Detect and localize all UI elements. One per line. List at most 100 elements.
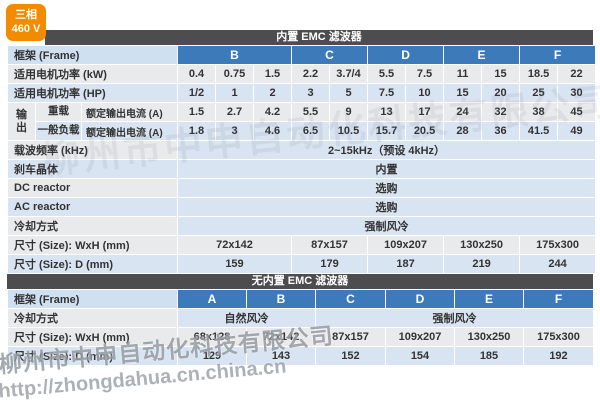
rated-current-label: 额定输出电流 (A) [81, 102, 178, 122]
frame-row-label: 框架 (Frame) [7, 289, 178, 309]
value-cell: 154 [385, 346, 455, 366]
row-label: 适用电机功率 (kW) [7, 64, 178, 84]
frame-cell: F [523, 289, 594, 309]
value-cell: 41.5 [519, 121, 559, 141]
value-cell: 30 [557, 83, 597, 103]
cooling-method-row: 冷却方式 自然风冷 强制风冷 [7, 308, 594, 328]
row-label: 尺寸 (Size): D (mm) [7, 346, 178, 366]
size-wxh-row: 尺寸 (Size): WxH (mm) 68x128 72x142 87x157… [7, 327, 594, 347]
value-cell: 87x157 [315, 327, 386, 347]
value-cell: 192 [523, 346, 594, 366]
frame-cell: D [385, 289, 455, 309]
value-cell: 18.5 [519, 64, 559, 84]
span-value-cell: 强制风冷 [176, 216, 597, 236]
value-cell: 1 [215, 83, 254, 103]
value-cell: 87x157 [290, 235, 369, 255]
value-cell: 15 [443, 83, 483, 103]
row-label: 冷却方式 [7, 308, 178, 328]
cooling-method-row: 冷却方式 强制风冷 [7, 216, 597, 236]
value-cell: 1.5 [253, 64, 292, 84]
span-value-cell: 内置 [176, 159, 597, 179]
value-cell: 2 [253, 83, 292, 103]
heavy-load-label: 重载 [35, 102, 82, 122]
natural-cooling-cell: 自然风冷 [177, 308, 316, 328]
frame-row-label: 框架 (Frame) [7, 45, 178, 65]
motor-power-kw-row: 适用电机功率 (kW) 0.4 0.75 1.5 2.2 3.7/4 5.5 7… [7, 64, 597, 84]
dc-reactor-row: DC reactor 选购 [7, 178, 597, 198]
value-cell: 72x142 [246, 327, 316, 347]
frame-cell: E [454, 289, 524, 309]
row-label: AC reactor [7, 197, 178, 217]
value-cell: 38 [519, 102, 559, 122]
value-cell: 6.5 [291, 121, 330, 141]
span-value-cell: 2~15kHz（预设 4kHz） [176, 140, 597, 160]
forced-cooling-cell: 强制风冷 [315, 308, 594, 328]
value-cell: 219 [443, 254, 521, 274]
rated-current-label: 额定输出电流 (A) [81, 121, 178, 141]
value-cell: 129 [177, 346, 247, 366]
output-group-label: 输出 [7, 102, 36, 141]
carrier-frequency-row: 载波频率 (kHz) 2~15kHz（预设 4kHz） [7, 140, 597, 160]
value-cell: 7.5 [367, 83, 407, 103]
badge-voltage-label: 460 V [11, 22, 41, 35]
value-cell: 9 [328, 102, 369, 122]
value-cell: 0.4 [177, 64, 216, 84]
value-cell: 1/2 [177, 83, 216, 103]
value-cell: 24 [443, 102, 483, 122]
value-cell: 13 [367, 102, 407, 122]
value-cell: 175x300 [523, 327, 594, 347]
value-cell: 49 [557, 121, 597, 141]
value-cell: 10 [405, 83, 445, 103]
brake-chopper-row: 刹车晶体 内置 [7, 159, 597, 179]
value-cell: 185 [454, 346, 524, 366]
value-cell: 25 [519, 83, 559, 103]
value-cell: 109x207 [367, 235, 445, 255]
ac-reactor-row: AC reactor 选购 [7, 197, 597, 217]
normal-load-current-row: 一般负载 额定输出电流 (A) 1.8 3 4.6 6.5 10.5 15.7 … [8, 121, 597, 141]
no-builtin-emc-section-title: 无内置 EMC 滤波器 [7, 274, 593, 289]
value-cell: 1.8 [177, 121, 216, 141]
value-cell: 175x300 [519, 235, 597, 255]
frame-cell: A [177, 289, 247, 309]
value-cell: 1.5 [177, 102, 216, 122]
frame-header-row: 框架 (Frame) A B C D E F [7, 289, 594, 309]
heavy-load-current-row: 输出 重载 额定输出电流 (A) 1.5 2.7 4.2 5.5 9 13 17… [7, 102, 597, 141]
value-cell: 244 [519, 254, 597, 274]
value-cell: 17 [405, 102, 445, 122]
value-cell: 0.75 [215, 64, 254, 84]
value-cell: 152 [315, 346, 386, 366]
row-label: 冷却方式 [7, 216, 178, 236]
value-cell: 5.5 [367, 64, 407, 84]
frame-cell: E [443, 45, 521, 65]
value-cell: 68x128 [177, 327, 247, 347]
span-value-cell: 选购 [176, 178, 597, 198]
value-cell: 3.7/4 [328, 64, 369, 84]
value-cell: 3 [215, 121, 254, 141]
value-cell: 4.6 [253, 121, 292, 141]
row-label: 刹车晶体 [7, 159, 178, 179]
value-cell: 36 [481, 121, 521, 141]
value-cell: 5.5 [291, 102, 330, 122]
value-cell: 20.5 [405, 121, 445, 141]
value-cell: 3 [291, 83, 330, 103]
normal-load-label: 一般负载 [35, 121, 82, 141]
frame-cell: C [315, 289, 386, 309]
value-cell: 28 [443, 121, 483, 141]
value-cell: 159 [177, 254, 292, 274]
value-cell: 187 [367, 254, 445, 274]
value-cell: 130x250 [443, 235, 521, 255]
value-cell: 32 [481, 102, 521, 122]
value-cell: 2.2 [291, 64, 330, 84]
row-label: 尺寸 (Size): D (mm) [7, 254, 178, 274]
value-cell: 15.7 [367, 121, 407, 141]
value-cell: 130x250 [454, 327, 524, 347]
value-cell: 72x142 [177, 235, 292, 255]
value-cell: 5 [328, 83, 369, 103]
phase-voltage-badge: 三相 460 V [6, 4, 46, 41]
frame-cell: D [367, 45, 445, 65]
value-cell: 15 [481, 64, 521, 84]
row-label: DC reactor [7, 178, 178, 198]
value-cell: 2.7 [215, 102, 254, 122]
value-cell: 7.5 [405, 64, 445, 84]
